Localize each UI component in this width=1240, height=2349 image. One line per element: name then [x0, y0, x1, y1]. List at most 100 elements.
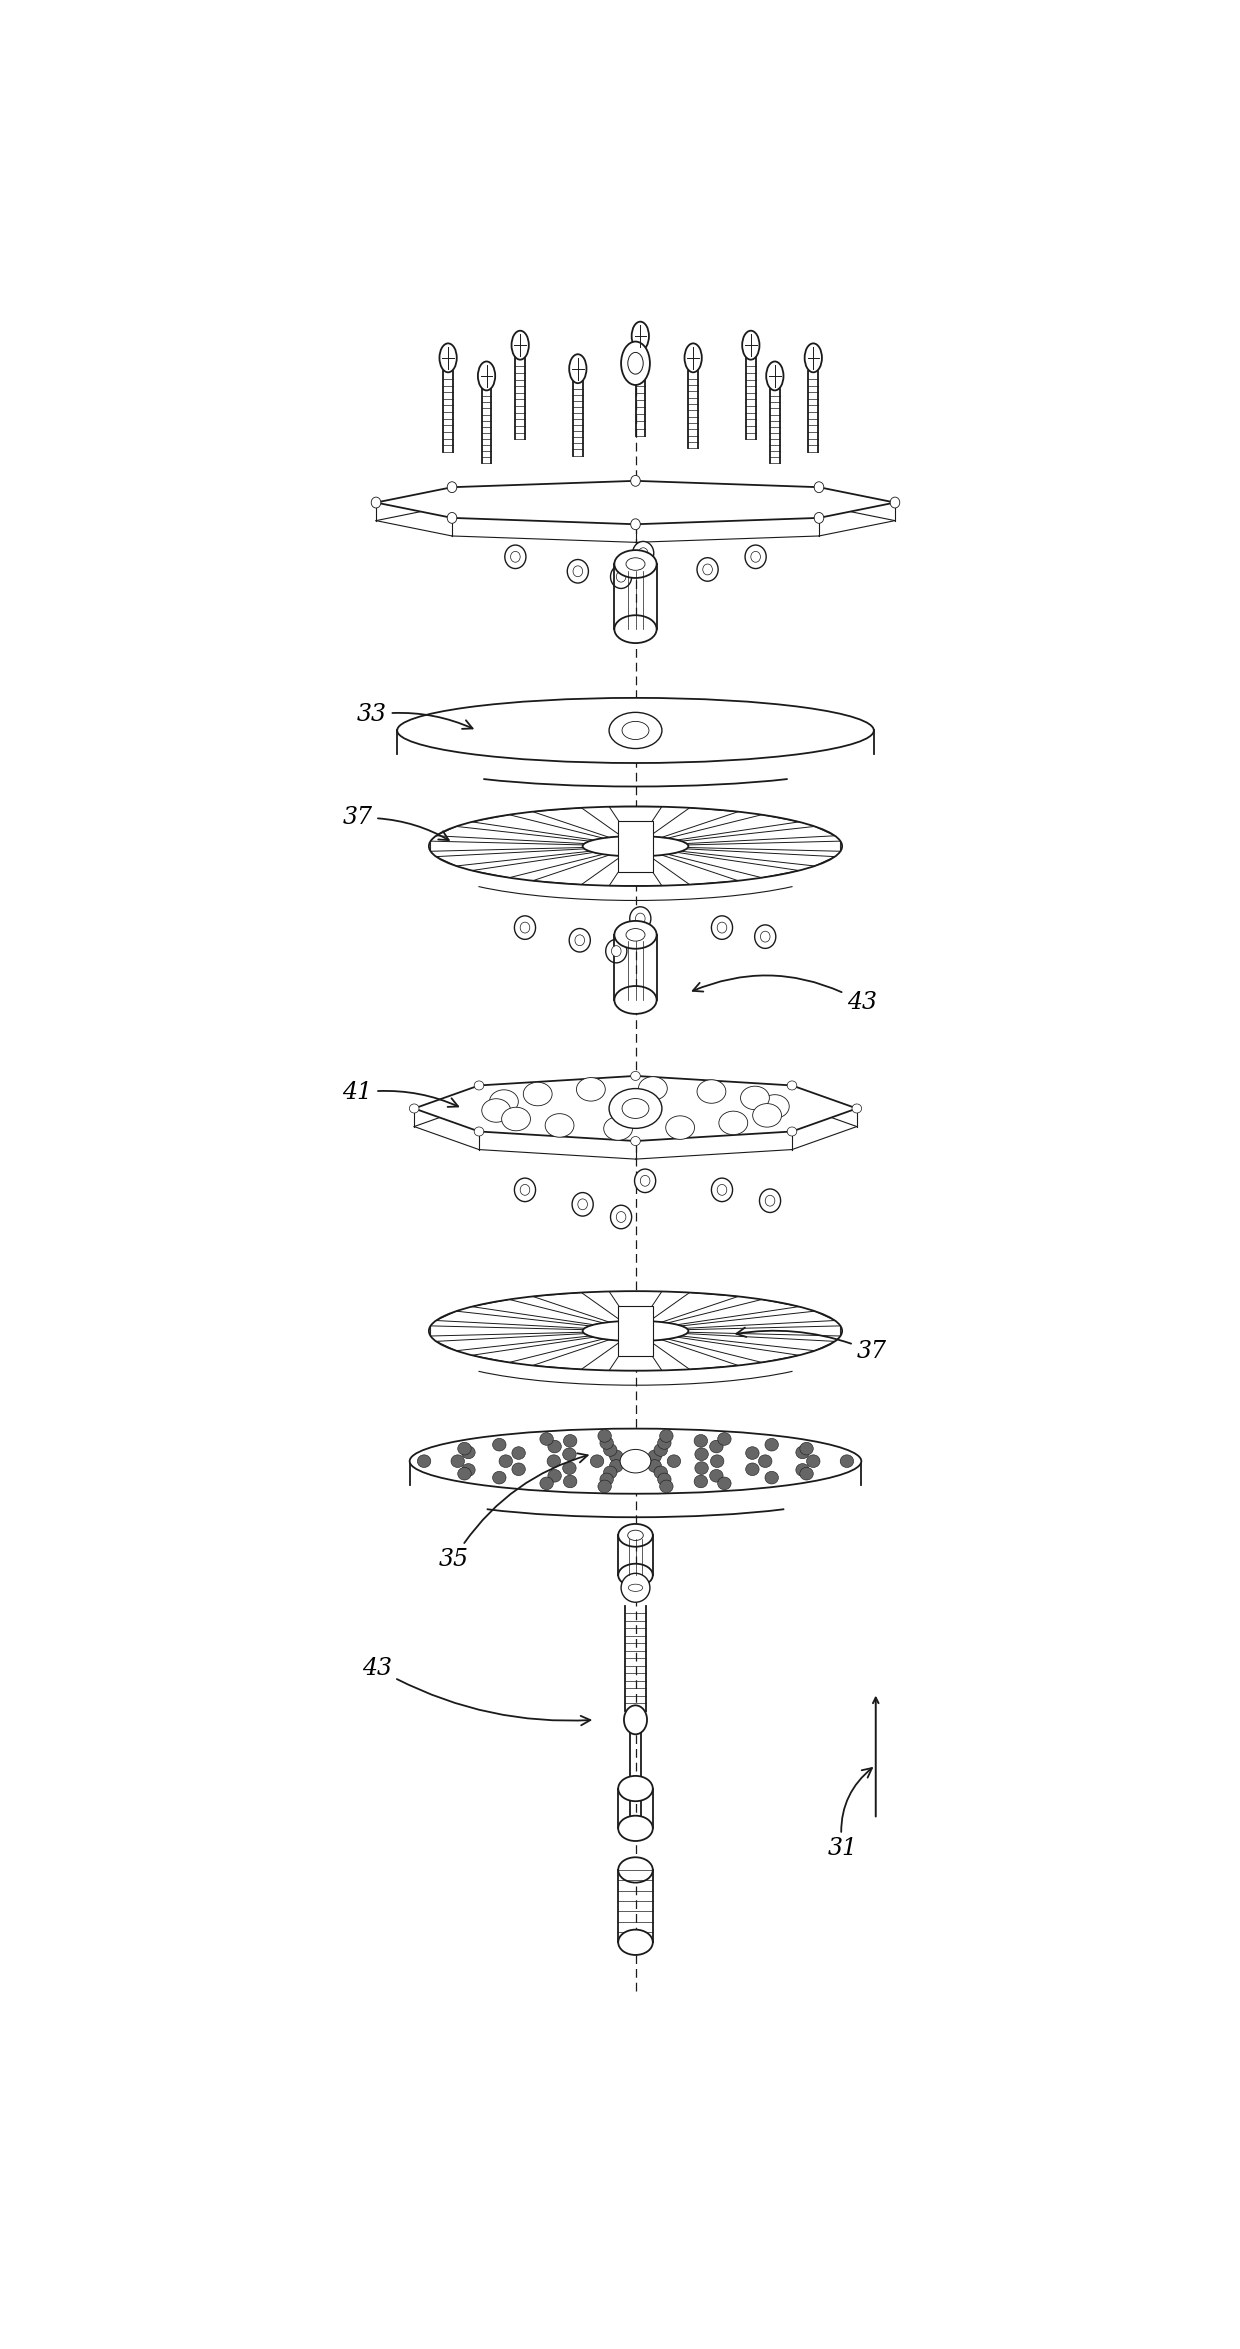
Ellipse shape [611, 947, 621, 956]
Ellipse shape [800, 1442, 813, 1454]
Ellipse shape [511, 552, 521, 561]
Ellipse shape [461, 1447, 475, 1459]
Ellipse shape [619, 1776, 652, 1802]
Ellipse shape [639, 547, 649, 559]
Text: 41: 41 [342, 1081, 458, 1106]
Ellipse shape [841, 1454, 853, 1468]
Ellipse shape [563, 1475, 577, 1487]
Ellipse shape [719, 1111, 748, 1135]
Ellipse shape [474, 1128, 484, 1137]
Polygon shape [430, 1325, 583, 1337]
Polygon shape [472, 1337, 603, 1362]
Ellipse shape [753, 1104, 781, 1128]
Ellipse shape [631, 519, 640, 529]
Ellipse shape [609, 712, 662, 749]
Ellipse shape [448, 482, 456, 493]
Ellipse shape [766, 362, 784, 390]
Ellipse shape [740, 1085, 769, 1109]
Polygon shape [619, 820, 652, 871]
Ellipse shape [649, 1459, 661, 1473]
Polygon shape [436, 1311, 590, 1327]
Ellipse shape [546, 1113, 574, 1137]
Ellipse shape [627, 1529, 644, 1541]
Ellipse shape [787, 1081, 797, 1090]
Ellipse shape [600, 1438, 614, 1449]
Polygon shape [533, 855, 621, 886]
Ellipse shape [548, 1440, 562, 1454]
Ellipse shape [653, 1466, 667, 1480]
Polygon shape [609, 857, 662, 886]
Ellipse shape [751, 552, 760, 561]
Ellipse shape [515, 1179, 536, 1203]
Text: 37: 37 [737, 1327, 887, 1362]
Ellipse shape [745, 1463, 759, 1475]
Polygon shape [430, 841, 583, 850]
Ellipse shape [539, 1433, 553, 1445]
Ellipse shape [409, 1104, 419, 1113]
Polygon shape [650, 1292, 738, 1322]
Ellipse shape [515, 916, 536, 940]
Ellipse shape [627, 352, 644, 373]
Ellipse shape [569, 928, 590, 951]
Ellipse shape [604, 1445, 618, 1456]
Ellipse shape [621, 341, 650, 385]
Ellipse shape [600, 1473, 614, 1485]
Ellipse shape [697, 557, 718, 580]
Ellipse shape [569, 355, 587, 383]
Ellipse shape [482, 1099, 511, 1123]
Ellipse shape [619, 1816, 652, 1842]
Ellipse shape [631, 1137, 640, 1146]
Ellipse shape [712, 1179, 733, 1203]
Ellipse shape [759, 1189, 781, 1212]
Ellipse shape [694, 1461, 708, 1475]
Ellipse shape [630, 907, 651, 930]
Ellipse shape [547, 1454, 560, 1468]
Ellipse shape [718, 1433, 732, 1445]
Ellipse shape [583, 1320, 688, 1341]
Ellipse shape [765, 1470, 779, 1485]
Ellipse shape [717, 923, 727, 933]
Ellipse shape [620, 1449, 651, 1473]
Ellipse shape [635, 1170, 656, 1193]
Polygon shape [609, 806, 662, 836]
Ellipse shape [815, 512, 823, 524]
Ellipse shape [622, 721, 649, 740]
Text: 43: 43 [362, 1656, 590, 1724]
Ellipse shape [619, 1858, 652, 1882]
Polygon shape [681, 827, 835, 843]
Ellipse shape [667, 1454, 681, 1468]
Polygon shape [681, 1311, 835, 1327]
Ellipse shape [610, 1459, 622, 1473]
Ellipse shape [614, 615, 657, 644]
Ellipse shape [624, 1705, 647, 1734]
Ellipse shape [666, 1116, 694, 1139]
Ellipse shape [796, 1463, 810, 1475]
Ellipse shape [474, 1081, 484, 1090]
Ellipse shape [631, 1071, 640, 1081]
Ellipse shape [890, 498, 900, 507]
Ellipse shape [712, 916, 733, 940]
Text: 37: 37 [342, 806, 449, 841]
Ellipse shape [718, 1478, 732, 1489]
Ellipse shape [626, 928, 645, 942]
Ellipse shape [573, 566, 583, 578]
Ellipse shape [439, 343, 456, 373]
Text: 31: 31 [828, 1769, 872, 1860]
Ellipse shape [563, 1435, 577, 1447]
Polygon shape [533, 1292, 621, 1322]
Ellipse shape [765, 1196, 775, 1205]
Ellipse shape [711, 1454, 724, 1468]
Ellipse shape [636, 914, 645, 923]
Ellipse shape [451, 1454, 465, 1468]
Ellipse shape [512, 1447, 526, 1459]
Polygon shape [681, 1334, 835, 1351]
Ellipse shape [512, 331, 528, 359]
Polygon shape [609, 1292, 662, 1320]
Ellipse shape [657, 1473, 671, 1485]
Ellipse shape [548, 1470, 562, 1482]
Ellipse shape [492, 1470, 506, 1485]
Ellipse shape [498, 1454, 512, 1468]
Ellipse shape [660, 1431, 673, 1442]
Ellipse shape [796, 1447, 810, 1459]
Ellipse shape [610, 1205, 631, 1229]
